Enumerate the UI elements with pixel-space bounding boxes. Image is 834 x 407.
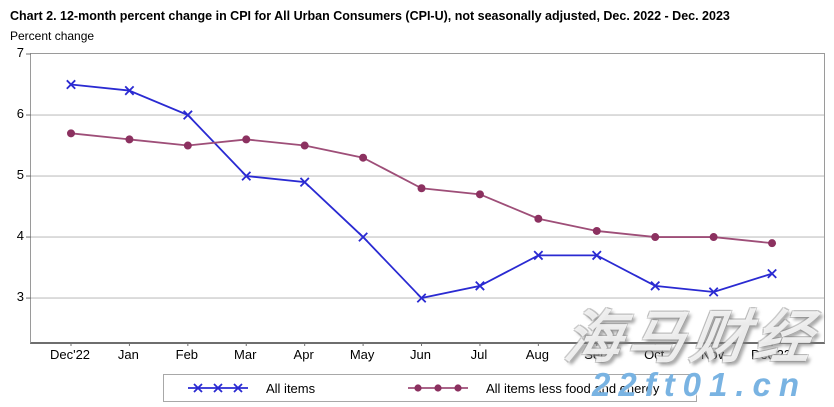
y-tick-label: 4 xyxy=(16,228,24,244)
plot-area xyxy=(26,53,825,346)
x-tick-label: Apr xyxy=(293,347,314,362)
legend-marker-all-items-icon xyxy=(186,381,250,395)
data-point-x-marker xyxy=(358,232,368,242)
data-point-dot-marker xyxy=(592,226,601,235)
y-tick-label: 3 xyxy=(16,289,24,305)
data-point-dot-marker xyxy=(417,184,426,193)
x-tick-label: Dec'22 xyxy=(49,347,91,362)
x-tick-label: Aug xyxy=(525,347,549,362)
data-point-dot-marker xyxy=(183,141,192,150)
data-point-x-marker xyxy=(66,79,76,90)
data-point-x-marker xyxy=(767,268,777,279)
data-point-dot-marker xyxy=(709,233,718,242)
x-tick-label: Jan xyxy=(117,347,139,362)
data-point-x-marker xyxy=(124,85,135,96)
chart-title: Chart 2. 12-month percent change in CPI … xyxy=(10,9,730,23)
x-tick-label: Dec'23 xyxy=(751,347,792,362)
x-tick-label: Oct xyxy=(644,347,665,362)
chart-legend: All items All items less food and energy xyxy=(163,374,697,402)
y-tick-label: 7 xyxy=(16,45,24,60)
data-point-dot-marker xyxy=(300,141,309,150)
data-point-dot-marker xyxy=(359,153,368,162)
data-point-x-marker xyxy=(183,110,193,120)
data-point-x-marker xyxy=(241,171,252,181)
y-tick-label: 6 xyxy=(16,106,24,122)
data-point-dot-marker xyxy=(67,129,75,138)
data-point-x-marker xyxy=(475,281,485,291)
y-tick-label: 5 xyxy=(16,167,24,183)
data-point-dot-marker xyxy=(534,214,543,223)
data-point-dot-marker xyxy=(768,239,777,248)
y-axis-label: Percent change xyxy=(10,29,95,43)
x-tick-label: Jul xyxy=(470,347,488,362)
x-tick-label: Nov xyxy=(701,347,725,362)
x-tick-label: Jun xyxy=(410,347,431,362)
data-point-x-marker xyxy=(416,293,427,303)
x-tick-label: Sep xyxy=(584,347,608,362)
data-point-dot-marker xyxy=(475,190,484,199)
data-point-dot-marker xyxy=(125,135,134,144)
data-point-x-marker xyxy=(708,287,719,297)
legend-item-all-items: All items xyxy=(186,375,315,401)
data-point-x-marker xyxy=(591,250,602,261)
data-point-x-marker xyxy=(299,177,310,187)
x-tick-label: Mar xyxy=(234,347,257,362)
data-point-x-marker xyxy=(650,281,661,291)
legend-marker-core-cpi-icon xyxy=(406,381,470,395)
x-tick-label: Feb xyxy=(175,347,199,362)
data-point-dot-marker xyxy=(242,135,251,144)
legend-label-all-items: All items xyxy=(266,380,316,396)
data-point-dot-marker xyxy=(651,233,660,242)
legend-item-core-cpi: All items less food and energy xyxy=(406,375,659,401)
data-point-x-marker xyxy=(533,250,544,261)
legend-label-core-cpi: All items less food and energy xyxy=(486,380,660,396)
x-tick-label: May xyxy=(349,347,375,362)
